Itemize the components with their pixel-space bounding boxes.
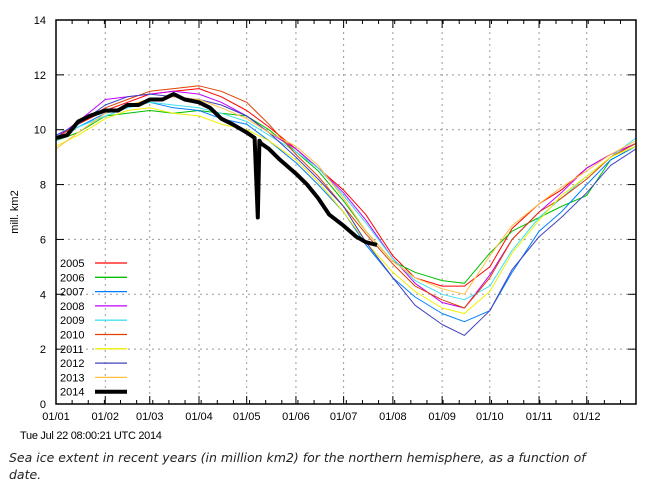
y-tick-label: 10: [34, 125, 46, 137]
y-tick-label: 8: [40, 180, 46, 192]
legend: 2005 2006 2007 2008 2009 2010 2011 2012 2013 2014: [60, 258, 127, 399]
x-tick-label: 01/08: [379, 411, 407, 423]
x-tick-label: 01/12: [573, 411, 601, 423]
y-tick-label: 0: [40, 399, 46, 411]
y-tick-label: 2: [40, 344, 46, 356]
y-tick-label: 14: [34, 15, 46, 27]
legend-label: 2013: [60, 372, 84, 384]
series-line-2012: [55, 93, 637, 336]
legend-label: 2008: [60, 301, 84, 313]
x-tick-label: 01/10: [476, 411, 504, 423]
x-tick-label: 01/04: [185, 411, 213, 423]
legend-label: 2005: [60, 258, 84, 270]
legend-label: 2014: [60, 387, 84, 399]
x-tick-label: 01/06: [282, 411, 310, 423]
x-tick-label: 01/07: [330, 411, 358, 423]
x-tick-label: 01/02: [91, 411, 119, 423]
legend-label: 2009: [60, 315, 84, 327]
grid: [56, 20, 636, 404]
y-tick-label: 6: [40, 234, 46, 246]
x-tick-label: 01/01: [42, 411, 70, 423]
y-tick-labels: 0 2 4 6 8 10 12 14: [34, 15, 46, 411]
ticks: [55, 19, 636, 405]
series-lines: [55, 85, 637, 336]
x-tick-label: 01/09: [428, 411, 456, 423]
series-line-2014: [55, 92, 378, 247]
legend-label: 2006: [60, 272, 84, 284]
x-tick-labels: 01/01 01/02 01/03 01/04 01/05 01/06 01/07 01/08…: [42, 411, 600, 423]
y-axis-label: mill. km2: [9, 190, 21, 233]
legend-label: 2012: [60, 358, 84, 370]
legend-label: 2010: [60, 330, 84, 342]
x-tick-label: 01/11: [526, 411, 553, 423]
y-tick-label: 12: [34, 70, 46, 82]
series-line-2011: [55, 107, 637, 314]
y-tick-label: 4: [40, 289, 46, 301]
x-tick-label: 01/05: [233, 411, 261, 423]
series-line-2008: [55, 90, 637, 309]
caption: Sea ice extent in recent years (in milli…: [9, 450, 586, 482]
legend-label: 2011: [60, 344, 84, 356]
series-line-2005: [55, 88, 637, 287]
legend-label: 2007: [60, 287, 84, 299]
plot-frame: [55, 19, 637, 405]
x-tick-label: 01/03: [136, 411, 164, 423]
series-line-2007: [55, 101, 637, 323]
series-line-2009: [55, 101, 637, 301]
timestamp: Tue Jul 22 08:00:21 UTC 2014: [20, 430, 162, 442]
